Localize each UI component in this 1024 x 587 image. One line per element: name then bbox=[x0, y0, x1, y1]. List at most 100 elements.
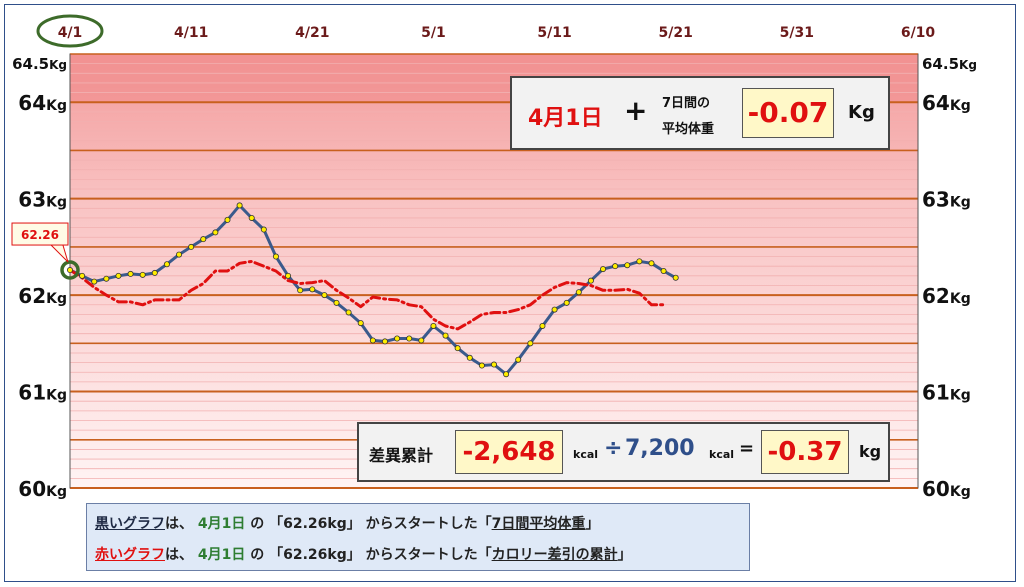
data-point bbox=[490, 361, 497, 368]
caption-text: の bbox=[245, 547, 265, 563]
caption-date: 4月1日 bbox=[197, 516, 246, 532]
divide-sign: ÷ bbox=[604, 436, 623, 461]
result-value-box: -0.37 bbox=[761, 430, 849, 474]
divisor: 7,200 bbox=[625, 436, 695, 461]
info-date: 4月1日 bbox=[528, 106, 603, 131]
avg-value: -0.07 bbox=[747, 96, 829, 129]
y-tick-label: 64Kg bbox=[18, 91, 67, 115]
start-callout-box bbox=[11, 222, 69, 246]
data-point bbox=[321, 292, 328, 299]
data-point bbox=[612, 263, 619, 270]
equals-sign: = bbox=[739, 438, 755, 459]
y-tick-label: 63Kg bbox=[922, 188, 971, 212]
data-point bbox=[139, 271, 146, 278]
caption-line-red: 赤いグラフは、 4月1日 の 「62.26kg」 からスタートした「カロリー差引… bbox=[95, 544, 632, 564]
caption-line-black: 黒いグラフは、 4月1日 の 「62.26kg」 からスタートした「7日間平均体… bbox=[95, 513, 599, 533]
kcal-unit-1: kcal bbox=[573, 448, 599, 461]
data-point bbox=[394, 335, 401, 342]
data-point bbox=[345, 309, 352, 316]
data-point bbox=[503, 371, 510, 378]
avg-unit: Kg bbox=[848, 102, 875, 123]
avg-label-1: 7日間の bbox=[662, 96, 711, 111]
data-point bbox=[200, 236, 207, 243]
y-tick-label: 61Kg bbox=[18, 381, 67, 405]
caption-value: 62.26kg bbox=[283, 547, 347, 563]
x-tick-label: 4/21 bbox=[295, 25, 329, 41]
caption-text: 」 bbox=[346, 516, 361, 532]
black-graph-label: 黒いグラフ bbox=[95, 516, 165, 532]
data-point bbox=[478, 362, 485, 369]
data-point bbox=[430, 322, 437, 329]
data-point bbox=[357, 320, 364, 327]
caption-text: 「 bbox=[269, 516, 284, 532]
data-point bbox=[406, 335, 413, 342]
data-point bbox=[381, 338, 388, 345]
avg-label-2: 平均体重 bbox=[662, 122, 715, 137]
legend-caption: 黒いグラフは、 4月1日 の 「62.26kg」 からスタートした「7日間平均体… bbox=[86, 503, 750, 571]
result-value: -0.37 bbox=[767, 437, 843, 467]
data-point bbox=[260, 226, 267, 233]
series-line-calorie bbox=[68, 259, 666, 331]
y-tick-label: 63Kg bbox=[18, 188, 67, 212]
avg-value-box: -0.07 bbox=[742, 88, 834, 138]
data-point bbox=[176, 251, 183, 258]
data-point bbox=[600, 266, 607, 273]
data-point bbox=[67, 267, 74, 274]
x-tick-label: 4/11 bbox=[174, 25, 208, 41]
data-point bbox=[624, 262, 631, 269]
x-tick-label: 5/11 bbox=[537, 25, 571, 41]
data-point bbox=[297, 287, 304, 294]
x-tick-label: 6/10 bbox=[901, 25, 936, 41]
y-tick-label: 64Kg bbox=[922, 91, 971, 115]
data-point bbox=[188, 243, 195, 250]
caption-target: カロリー差引の累計 bbox=[491, 547, 618, 563]
caption-text: は、 bbox=[165, 547, 193, 563]
data-point bbox=[575, 289, 582, 296]
caption-text: 」 bbox=[585, 516, 600, 532]
y-tick-label: 61Kg bbox=[922, 381, 971, 405]
kcal-value-box: -2,648 bbox=[455, 430, 563, 474]
caption-text: 「 bbox=[477, 547, 492, 563]
kcal-value: -2,648 bbox=[462, 437, 556, 467]
data-point bbox=[418, 337, 425, 344]
data-point bbox=[163, 261, 170, 268]
y-tick-label: 64.5Kg bbox=[12, 55, 67, 73]
data-point bbox=[333, 299, 340, 306]
result-unit: kg bbox=[859, 442, 882, 461]
data-point bbox=[660, 267, 667, 274]
caption-text: 」 bbox=[346, 547, 361, 563]
kcal-unit-2: kcal bbox=[709, 448, 735, 461]
data-point bbox=[587, 277, 594, 284]
plus-sign: + bbox=[624, 94, 648, 127]
data-point bbox=[115, 272, 122, 279]
highlighted-date-ring bbox=[36, 14, 104, 48]
x-tick-label: 5/1 bbox=[421, 25, 446, 41]
info-box: 4月1日 + 7日間の 平均体重 -0.07 Kg bbox=[510, 76, 890, 150]
data-point bbox=[454, 345, 461, 352]
y-tick-label: 62Kg bbox=[18, 284, 67, 308]
y-tick-label: 60Kg bbox=[18, 477, 67, 501]
caption-text: 「 bbox=[477, 516, 492, 532]
data-point bbox=[515, 356, 522, 363]
start-value-label: 62.26 bbox=[21, 228, 59, 242]
data-point bbox=[551, 306, 558, 313]
data-point bbox=[224, 216, 231, 223]
caption-target: 7日間平均体重 bbox=[491, 516, 586, 532]
x-tick-label: 5/21 bbox=[659, 25, 693, 41]
y-tick-label: 64.5Kg bbox=[922, 55, 977, 73]
data-point bbox=[151, 269, 158, 276]
data-point bbox=[636, 258, 643, 265]
x-tick-label: 5/31 bbox=[780, 25, 814, 41]
data-point bbox=[285, 272, 292, 279]
y-tick-label: 62Kg bbox=[922, 284, 971, 308]
data-point bbox=[103, 275, 110, 282]
data-point bbox=[272, 253, 279, 260]
data-point bbox=[466, 354, 473, 361]
diff-label: 差異累計 bbox=[369, 446, 434, 465]
data-point bbox=[648, 260, 655, 267]
chart-frame bbox=[4, 4, 1016, 582]
caption-text: からスタートした bbox=[365, 516, 478, 532]
data-point bbox=[127, 270, 134, 277]
data-point bbox=[212, 229, 219, 236]
